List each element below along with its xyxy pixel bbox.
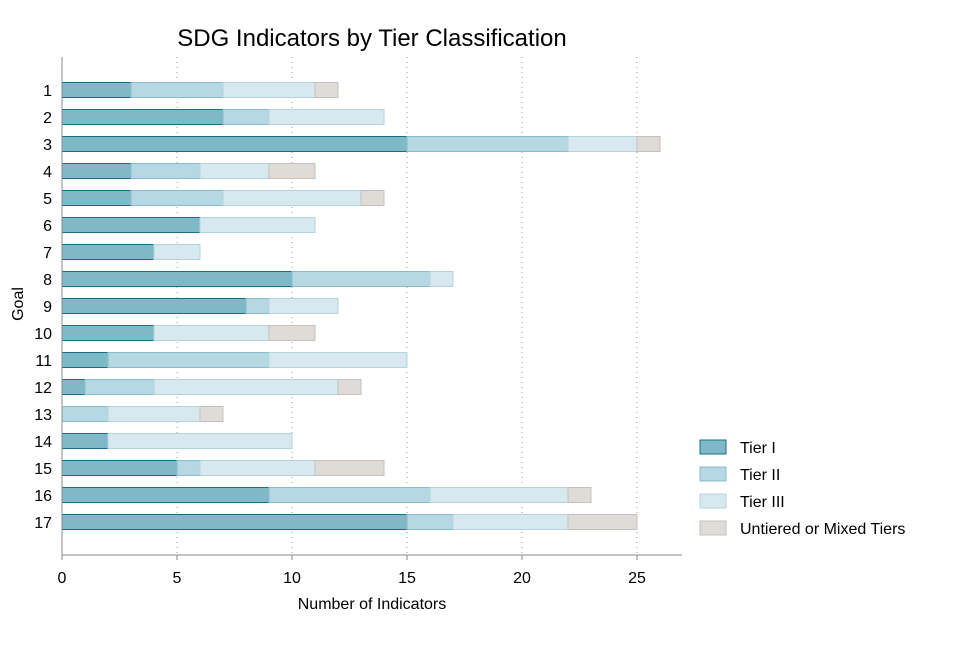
legend-label-2: Tier III bbox=[740, 494, 785, 511]
bar-goal-3-series-1 bbox=[406, 136, 569, 152]
legend-swatch-2 bbox=[699, 493, 727, 509]
bar-goal-10-series-0 bbox=[61, 325, 155, 341]
y-tick-label-goal-16: 16 bbox=[34, 488, 52, 505]
chart-title: SDG Indicators by Tier Classification bbox=[177, 25, 566, 52]
bar-goal-1-series-0 bbox=[61, 82, 132, 98]
bar-goal-12-series-0 bbox=[61, 379, 86, 395]
bar-goal-1-series-1 bbox=[130, 82, 224, 98]
bars bbox=[61, 82, 661, 530]
y-tick-label-goal-6: 6 bbox=[43, 218, 52, 235]
bar-goal-3-series-0 bbox=[61, 136, 408, 152]
legend-label-0: Tier I bbox=[740, 440, 776, 457]
bar-goal-9-series-2 bbox=[268, 298, 339, 314]
legend-swatch-1 bbox=[699, 466, 727, 482]
x-tick-labels: 0 5 10 15 20 25 bbox=[58, 570, 646, 587]
bar-goal-11-series-0 bbox=[61, 352, 109, 368]
bar-goal-13-series-3 bbox=[199, 406, 224, 422]
y-tick-label-goal-3: 3 bbox=[43, 137, 52, 154]
x-axis-label: Number of Indicators bbox=[298, 596, 447, 613]
legend-label-3: Untiered or Mixed Tiers bbox=[740, 521, 905, 538]
bar-goal-4-series-0 bbox=[61, 163, 132, 179]
bar-goal-2-series-1 bbox=[222, 109, 270, 125]
bar-goal-8-series-0 bbox=[61, 271, 293, 287]
x-tick-label-5: 5 bbox=[173, 570, 182, 587]
bar-goal-10-series-3 bbox=[268, 325, 316, 341]
bar-goal-5-series-0 bbox=[61, 190, 132, 206]
y-tick-label-goal-13: 13 bbox=[34, 407, 52, 424]
bar-goal-9-series-0 bbox=[61, 298, 247, 314]
axes bbox=[61, 57, 682, 560]
bar-goal-12-series-2 bbox=[153, 379, 339, 395]
x-tick-label-0: 0 bbox=[58, 570, 67, 587]
bar-goal-4-series-2 bbox=[199, 163, 270, 179]
x-tick-label-10: 10 bbox=[283, 570, 301, 587]
bar-goal-13-series-1 bbox=[61, 406, 109, 422]
bar-goal-17-series-1 bbox=[406, 514, 454, 530]
y-tick-label-goal-14: 14 bbox=[34, 434, 52, 451]
y-tick-label-goal-7: 7 bbox=[43, 245, 52, 262]
bar-goal-14-series-2 bbox=[107, 433, 293, 449]
legend: Tier I Tier II Tier III Untiered or Mixed T… bbox=[699, 439, 905, 538]
bar-goal-15-series-2 bbox=[199, 460, 316, 476]
bar-goal-11-series-1 bbox=[107, 352, 270, 368]
y-axis-label: Goal bbox=[10, 287, 27, 321]
bar-goal-8-series-2 bbox=[429, 271, 454, 287]
x-tick-label-25: 25 bbox=[628, 570, 646, 587]
bar-goal-12-series-3 bbox=[337, 379, 362, 395]
bar-goal-11-series-2 bbox=[268, 352, 408, 368]
legend-swatch-3 bbox=[699, 520, 727, 536]
bar-goal-8-series-1 bbox=[291, 271, 431, 287]
bar-goal-10-series-2 bbox=[153, 325, 270, 341]
bar-goal-7-series-2 bbox=[153, 244, 201, 260]
bar-goal-1-series-3 bbox=[314, 82, 339, 98]
bar-goal-17-series-2 bbox=[452, 514, 569, 530]
bar-goal-17-series-3 bbox=[567, 514, 638, 530]
bar-goal-14-series-0 bbox=[61, 433, 109, 449]
x-tick-label-15: 15 bbox=[398, 570, 416, 587]
bar-goal-13-series-2 bbox=[107, 406, 201, 422]
y-tick-label-goal-10: 10 bbox=[34, 326, 52, 343]
y-tick-label-goal-2: 2 bbox=[43, 110, 52, 127]
bar-goal-15-series-1 bbox=[176, 460, 201, 476]
bar-goal-5-series-1 bbox=[130, 190, 224, 206]
y-tick-label-goal-12: 12 bbox=[34, 380, 52, 397]
bar-goal-15-series-3 bbox=[314, 460, 385, 476]
y-tick-label-goal-15: 15 bbox=[34, 461, 52, 478]
bar-goal-16-series-1 bbox=[268, 487, 431, 503]
bar-goal-3-series-3 bbox=[636, 136, 661, 152]
y-tick-label-goal-9: 9 bbox=[43, 299, 52, 316]
bar-goal-2-series-2 bbox=[268, 109, 385, 125]
bar-goal-5-series-3 bbox=[360, 190, 385, 206]
bar-goal-12-series-1 bbox=[84, 379, 155, 395]
bar-goal-4-series-1 bbox=[130, 163, 201, 179]
bar-goal-6-series-0 bbox=[61, 217, 201, 233]
bar-goal-16-series-2 bbox=[429, 487, 569, 503]
bar-goal-3-series-2 bbox=[567, 136, 638, 152]
y-tick-label-goal-5: 5 bbox=[43, 191, 52, 208]
y-tick-label-goal-11: 11 bbox=[35, 353, 52, 370]
legend-label-1: Tier II bbox=[740, 467, 780, 484]
x-tick-label-20: 20 bbox=[513, 570, 531, 587]
y-tick-label-goal-8: 8 bbox=[43, 272, 52, 289]
bar-goal-1-series-2 bbox=[222, 82, 316, 98]
bar-goal-17-series-0 bbox=[61, 514, 408, 530]
y-tick-label-goal-17: 17 bbox=[34, 515, 52, 532]
bar-goal-2-series-0 bbox=[61, 109, 224, 125]
legend-swatch-0 bbox=[699, 439, 727, 455]
bar-goal-5-series-2 bbox=[222, 190, 362, 206]
bar-goal-16-series-3 bbox=[567, 487, 592, 503]
bar-goal-9-series-1 bbox=[245, 298, 270, 314]
bar-goal-4-series-3 bbox=[268, 163, 316, 179]
bar-goal-7-series-0 bbox=[61, 244, 155, 260]
bar-goal-16-series-0 bbox=[61, 487, 270, 503]
y-tick-label-goal-4: 4 bbox=[43, 164, 52, 181]
bar-goal-6-series-2 bbox=[199, 217, 316, 233]
bar-goal-15-series-0 bbox=[61, 460, 178, 476]
y-tick-label-goal-1: 1 bbox=[43, 83, 52, 100]
